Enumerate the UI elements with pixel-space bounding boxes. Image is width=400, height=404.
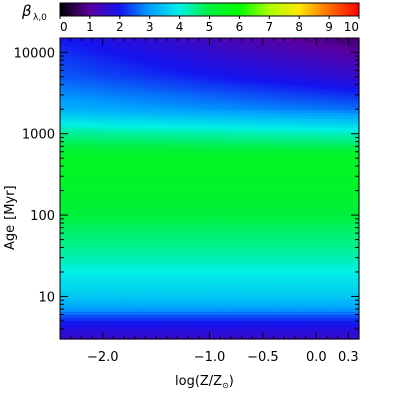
colorbar-label: β [21,2,32,20]
colorbar-tick-label: 9 [325,20,333,34]
colorbar-tick-label: 8 [295,20,303,34]
colorbar-tick-label: 2 [116,20,124,34]
colorbar-tick-label: 0 [60,20,68,34]
colorbar-tick-label: 4 [176,20,184,34]
colorbar-label-subscript: λ,0 [33,13,47,23]
colorbar-tick-label: 7 [265,20,273,34]
heatmap [60,38,360,340]
colorbar: 0 1 2 3 4 5 6 7 8 9 10 β λ,0 [21,2,359,34]
colorbar-ticks: 0 1 2 3 4 5 6 7 8 9 10 [60,16,359,34]
colorbar-bar [60,3,359,16]
colorbar-tick-label: 10 [344,20,359,34]
colorbar-tick-label: 3 [146,20,154,34]
colorbar-tick-label: 5 [206,20,214,34]
colorbar-tick-label: 1 [86,20,94,34]
colorbar-tick-label: 6 [236,20,244,34]
